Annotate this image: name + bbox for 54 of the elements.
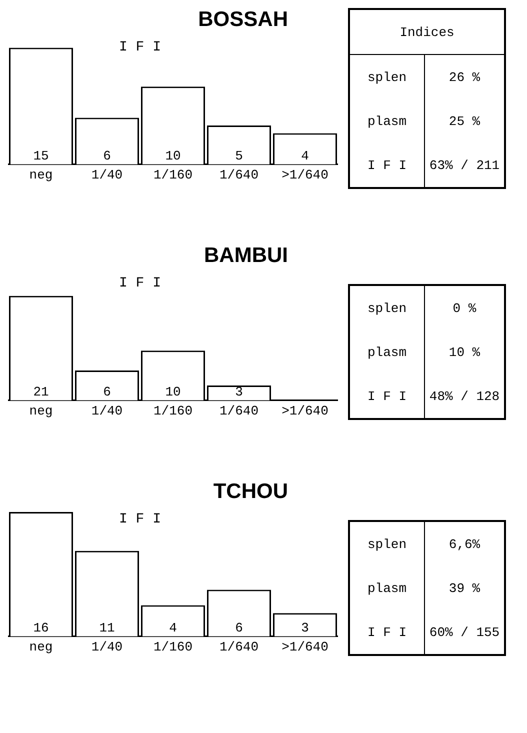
x-tick-label: neg xyxy=(29,404,53,419)
chart-title: BOSSAH xyxy=(197,8,289,33)
data-label: 15 xyxy=(33,148,49,164)
text: I F I xyxy=(118,276,162,292)
x-tick-label: 1/160 xyxy=(153,168,193,183)
chart-title: TCHOU xyxy=(212,480,289,505)
x-tick-label: neg xyxy=(29,640,53,655)
text: 0 % xyxy=(452,300,478,318)
data-label: 6 xyxy=(103,148,111,164)
data-label: 21 xyxy=(33,384,49,400)
text: splen xyxy=(349,54,424,99)
data-label: 11 xyxy=(99,620,115,636)
text: 63% / 211 xyxy=(428,156,501,174)
x-tick-label: 1/40 xyxy=(91,640,123,655)
x-tick-label: >1/640 xyxy=(282,168,328,183)
text: I F I xyxy=(349,143,424,188)
data-label: 3 xyxy=(235,384,243,400)
annotation: I F I xyxy=(118,512,162,528)
text: splen xyxy=(349,285,424,330)
x-tick-label: >1/640 xyxy=(282,404,328,419)
data-label: 6 xyxy=(103,384,111,400)
text: splen xyxy=(349,521,424,566)
data-label: 4 xyxy=(301,148,310,164)
x-tick-label: 1/40 xyxy=(91,168,123,183)
x-tick-label: 1/640 xyxy=(219,404,259,419)
text: plasm xyxy=(349,566,424,610)
x-tick-label: 1/40 xyxy=(91,404,123,419)
text: 26 % xyxy=(448,68,482,86)
text: I F I xyxy=(349,610,424,655)
data-label: 6 xyxy=(235,620,243,636)
text: plasm xyxy=(349,99,424,143)
x-tick-label: neg xyxy=(29,168,53,183)
data-label: 16 xyxy=(33,620,49,636)
text: 39 % xyxy=(448,580,482,598)
text: I F I xyxy=(349,374,424,419)
text: plasm xyxy=(349,330,424,374)
data-label: 5 xyxy=(235,148,243,164)
text: 60% / 155 xyxy=(428,624,501,642)
text: 25 % xyxy=(448,112,482,130)
x-tick-label: 1/160 xyxy=(153,404,193,419)
x-tick-label: 1/160 xyxy=(153,640,193,655)
text: 6,6% xyxy=(448,536,482,554)
x-tick-label: >1/640 xyxy=(282,640,328,655)
x-tick-label: 1/640 xyxy=(219,640,259,655)
data-label: 10 xyxy=(165,148,181,164)
data-label: 10 xyxy=(165,384,181,400)
annotation: I F I xyxy=(118,40,162,56)
data-label: 3 xyxy=(301,620,309,636)
data-label: 4 xyxy=(169,620,178,636)
chart-title: BAMBUI xyxy=(203,244,289,269)
text: 48% / 128 xyxy=(428,388,501,406)
text: Indices xyxy=(349,9,505,54)
x-tick-label: 1/640 xyxy=(219,168,259,183)
text: 10 % xyxy=(448,344,482,362)
